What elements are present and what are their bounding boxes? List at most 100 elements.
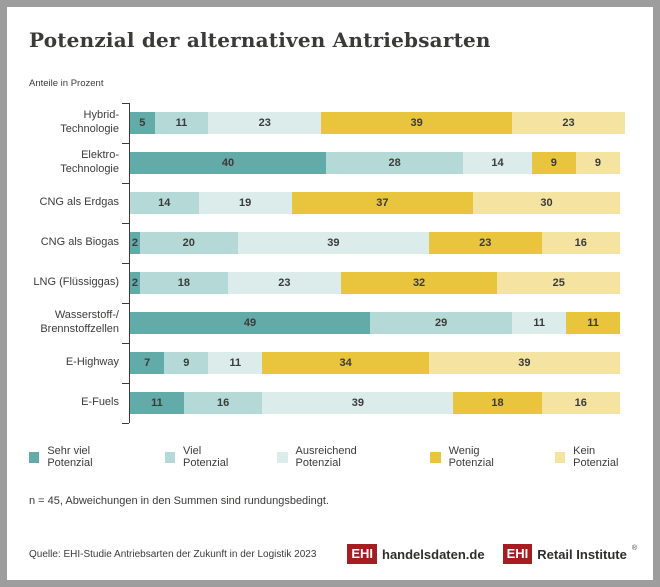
- bar-segment: 11: [512, 312, 567, 334]
- axis-tick: [122, 383, 129, 384]
- legend-swatch: [164, 451, 176, 463]
- chart-row: Wasserstoff-/ Brennstoffzellen 49 29 11 11: [29, 303, 639, 343]
- bar-segment: 40: [130, 152, 326, 174]
- bar-segment: 16: [541, 232, 620, 254]
- axis-tick: [122, 143, 129, 144]
- legend-item: Ausreichend Potenzial: [277, 445, 398, 469]
- bar-segment: 11: [566, 312, 620, 334]
- bar-track: 14 19 37 30: [130, 192, 620, 214]
- axis-tick: [122, 223, 129, 224]
- brand-logos: EHI handelsdaten.de EHI Retail Institute…: [347, 544, 637, 564]
- y-axis-line: [129, 103, 130, 423]
- legend-item: Wenig Potenzial: [430, 445, 523, 469]
- bar-segment: 39: [237, 232, 429, 254]
- ehi-logo: EHI handelsdaten.de: [347, 544, 485, 564]
- stacked-bar-chart: Hybrid-Technologie 5 11 23 39 23 Elektro-Tec…: [29, 103, 639, 424]
- bar-segment: 28: [326, 152, 464, 174]
- bar-segment: 9: [531, 152, 576, 174]
- chart-row: Hybrid-Technologie 5 11 23 39 23: [29, 103, 639, 143]
- bar-track: 40 28 14 9 9: [130, 152, 620, 174]
- bar-segment: 2: [130, 272, 140, 294]
- axis-units-label: Anteile in Prozent: [29, 78, 104, 89]
- bar-segment: 14: [130, 192, 199, 214]
- bar-segment: 9: [575, 152, 620, 174]
- chart-row: LNG (Flüssiggas) 2 18 23 32 25: [29, 263, 639, 303]
- chart-row: E-Highway 7 9 11 34 39: [29, 343, 639, 383]
- bar-segment: 5: [130, 112, 155, 134]
- bar-segment: 29: [370, 312, 513, 334]
- bar-segment: 23: [227, 272, 341, 294]
- bar-segment: 18: [453, 392, 542, 414]
- legend-swatch: [29, 451, 40, 463]
- row-label: CNG als Erdgas: [39, 196, 119, 209]
- bar-segment: 16: [183, 392, 263, 414]
- legend-swatch: [277, 451, 288, 463]
- legend-label: Ausreichend Potenzial: [295, 445, 357, 469]
- bar-segment: 39: [321, 112, 513, 134]
- bar-track: 2 20 39 23 16: [130, 232, 620, 254]
- legend-swatch: [554, 451, 566, 463]
- bar-segment: 20: [139, 232, 238, 254]
- axis-tick: [122, 263, 129, 264]
- row-label: E-Highway: [65, 356, 119, 369]
- ehi-badge: EHI: [347, 544, 377, 564]
- bar-track: 7 9 11 34 39: [130, 352, 620, 374]
- axis-tick: [122, 183, 129, 184]
- bar-track: 49 29 11 11: [130, 312, 620, 334]
- row-label: E-Fuels: [81, 396, 119, 409]
- logo-text: handelsdaten.de: [382, 546, 485, 562]
- bar-segment: 39: [428, 352, 620, 374]
- axis-tick: [122, 343, 129, 344]
- legend-label: Wenig Potenzial: [448, 445, 494, 469]
- bar-segment: 14: [463, 152, 532, 174]
- row-label: CNG als Biogas: [40, 236, 119, 249]
- chart-row: CNG als Biogas 2 20 39 23 16: [29, 223, 639, 263]
- legend-label: Kein Potenzial: [573, 445, 619, 469]
- bar-segment: 23: [208, 112, 322, 134]
- bar-segment: 11: [208, 352, 263, 374]
- row-label: LNG (Flüssiggas): [33, 276, 119, 289]
- bar-segment: 18: [139, 272, 228, 294]
- bar-segment: 7: [130, 352, 165, 374]
- bar-segment: 19: [198, 192, 292, 214]
- legend-item: Viel Potenzial: [164, 445, 246, 469]
- bar-segment: 25: [497, 272, 620, 294]
- logo-text: Retail Institute: [537, 546, 627, 562]
- legend-item: Sehr viel Potenzial: [29, 445, 133, 469]
- footer: Quelle: EHI-Studie Antriebsarten der Zuk…: [29, 544, 637, 564]
- axis-tick: [122, 103, 129, 104]
- source-note: Quelle: EHI-Studie Antriebsarten der Zuk…: [29, 548, 317, 560]
- ehi-badge: EHI: [502, 544, 533, 564]
- bar-segment: 11: [130, 392, 184, 414]
- bar-segment: 23: [512, 112, 625, 134]
- bar-segment: 9: [164, 352, 209, 374]
- bar-track: 2 18 23 32 25: [130, 272, 620, 294]
- legend-label: Sehr viel Potenzial: [47, 445, 93, 469]
- row-label: Wasserstoff-/ Brennstoffzellen: [40, 309, 119, 335]
- bar-segment: 34: [262, 352, 429, 374]
- chart-row: E-Fuels 11 16 39 18 16: [29, 383, 639, 423]
- chart-row: CNG als Erdgas 14 19 37 30: [29, 183, 639, 223]
- row-label: Hybrid-Technologie: [60, 109, 119, 135]
- chart-row: Elektro-Technologie 40 28 14 9 9: [29, 143, 639, 183]
- bar-segment: 32: [340, 272, 498, 294]
- row-label: Elektro-Technologie: [60, 149, 119, 175]
- bar-segment: 2: [130, 232, 140, 254]
- bar-segment: 30: [472, 192, 620, 214]
- registered-mark: ®: [631, 545, 637, 552]
- bar-track: 5 11 23 39 23: [130, 112, 625, 134]
- axis-tick: [122, 423, 129, 424]
- bar-track: 11 16 39 18 16: [130, 392, 620, 414]
- legend: Sehr viel Potenzial Viel Potenzial Ausre…: [29, 445, 639, 469]
- axis-tick: [122, 303, 129, 304]
- ehi-logo: EHI Retail Institute ®: [502, 544, 637, 564]
- sample-note: n = 45, Abweichungen in den Summen sind …: [29, 495, 329, 507]
- legend-item: Kein Potenzial: [554, 445, 639, 469]
- bar-segment: 23: [428, 232, 542, 254]
- legend-swatch: [430, 451, 441, 463]
- bar-segment: 39: [262, 392, 454, 414]
- chart-rows: Hybrid-Technologie 5 11 23 39 23 Elektro-Tec…: [29, 103, 639, 423]
- bar-segment: 37: [291, 192, 473, 214]
- legend-label: Viel Potenzial: [183, 445, 229, 469]
